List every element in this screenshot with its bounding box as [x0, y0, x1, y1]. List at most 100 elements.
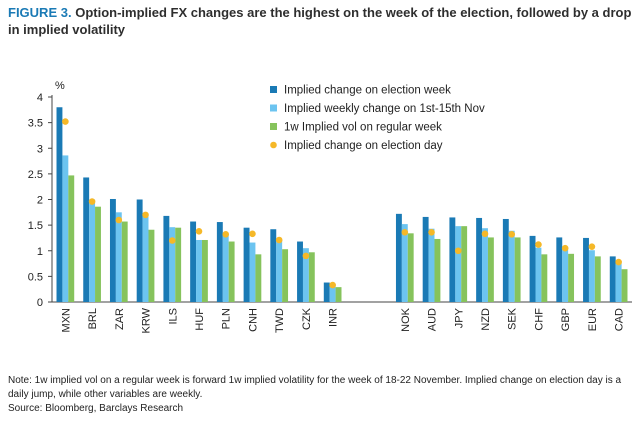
bar — [308, 252, 315, 302]
point — [195, 227, 203, 235]
bar — [609, 256, 616, 302]
point — [115, 216, 123, 224]
chart-notes: Note: 1w implied vol on a regular week i… — [8, 374, 638, 416]
bar — [621, 269, 628, 302]
x-tick-label: BRL — [87, 308, 99, 329]
bar — [175, 227, 182, 302]
y-tick-label: 1 — [37, 246, 43, 258]
bar — [449, 217, 456, 302]
point — [428, 229, 435, 236]
bar — [461, 226, 468, 302]
bar — [196, 239, 202, 302]
bar — [121, 221, 128, 302]
point — [454, 247, 462, 255]
y-tick-label: 3.5 — [28, 118, 43, 130]
x-tick-label: JPY — [453, 307, 465, 328]
figure-label: FIGURE 3. — [8, 5, 72, 20]
bar — [502, 218, 509, 302]
x-tick-label: GBP — [560, 308, 572, 331]
bar — [190, 221, 197, 302]
point — [615, 258, 622, 266]
point — [401, 229, 409, 236]
bar — [249, 242, 256, 302]
legend-label: 1w Implied vol on regular week — [284, 122, 442, 134]
bar — [535, 247, 542, 302]
bar — [562, 249, 569, 302]
point — [302, 252, 310, 260]
x-tick-label: MXN — [60, 308, 72, 333]
x-tick-label: CAD — [614, 308, 626, 331]
point — [142, 211, 149, 219]
x-tick-label: NZD — [480, 308, 492, 331]
point — [481, 230, 489, 238]
bar — [434, 238, 441, 302]
bar — [297, 241, 303, 302]
x-tick-label: TWD — [274, 308, 286, 333]
y-tick-label: 3 — [37, 143, 43, 155]
bar — [302, 248, 309, 302]
bar — [568, 253, 575, 302]
y-tick-label: 2 — [37, 195, 43, 207]
point — [62, 118, 69, 125]
chart-bars — [56, 107, 628, 302]
legend-label: Implied weekly change on 1st-15th Nov — [284, 103, 485, 115]
bar — [83, 177, 90, 302]
bar — [62, 155, 69, 302]
point — [588, 243, 596, 250]
bar — [323, 282, 330, 302]
bar — [148, 229, 155, 302]
point — [222, 231, 230, 238]
bar-chart: 0 0.5 1 1.5 2 2.5 3 3.5 4% MXN BRL ZAR KRW ILS HUF PLN C… — [28, 80, 632, 333]
bar — [508, 230, 515, 302]
x-tick-label: EUR — [587, 308, 599, 331]
bar — [556, 237, 563, 302]
point — [535, 241, 542, 248]
x-tick-label: KRW — [141, 307, 153, 333]
bar — [401, 224, 408, 302]
point — [561, 244, 569, 252]
x-tick-label: SEK — [507, 307, 519, 330]
bar — [541, 254, 548, 302]
y-tick-label: 0.5 — [28, 271, 43, 283]
x-tick-label: INR — [328, 308, 340, 327]
bar — [428, 228, 435, 302]
x-tick-label: CNH — [247, 308, 259, 332]
bar — [95, 206, 101, 302]
bar — [228, 241, 235, 302]
bar — [588, 250, 595, 302]
bar — [201, 239, 208, 302]
point — [88, 198, 96, 205]
point — [329, 281, 336, 289]
point — [275, 236, 283, 244]
bar — [169, 227, 176, 302]
x-tick-label: AUD — [427, 308, 439, 331]
x-tick-label: ILS — [167, 308, 179, 325]
chart-legend: Implied change on election week Implied w… — [270, 85, 485, 152]
bar — [476, 217, 483, 302]
y-tick-label: 4 — [37, 92, 43, 104]
bar — [136, 199, 143, 302]
y-tick-label: 1.5 — [28, 220, 43, 232]
x-tick-label: ZAR — [114, 308, 126, 330]
bar — [514, 237, 521, 302]
bar — [329, 285, 336, 302]
bar — [270, 229, 277, 302]
bar — [583, 237, 589, 302]
bar — [395, 213, 402, 302]
bar — [115, 212, 122, 302]
legend-swatch — [270, 123, 277, 130]
y-tick-label: 2.5 — [28, 169, 43, 181]
bar — [455, 226, 462, 302]
source-text: Source: Bloomberg, Barclays Research — [8, 403, 184, 414]
point — [249, 230, 256, 238]
bar — [594, 256, 601, 302]
chart-axes: 0 0.5 1 1.5 2 2.5 3 3.5 4% MXN BRL ZAR KRW ILS HUF PLN C… — [28, 80, 632, 333]
x-tick-label: NOK — [400, 307, 412, 332]
bar — [56, 107, 63, 302]
bar — [89, 199, 96, 302]
bar — [335, 287, 342, 302]
bar — [482, 228, 488, 302]
y-tick-label: 0 — [37, 297, 43, 309]
bar — [422, 216, 429, 302]
figure-title: FIGURE 3. Option-implied FX changes are … — [8, 4, 638, 38]
